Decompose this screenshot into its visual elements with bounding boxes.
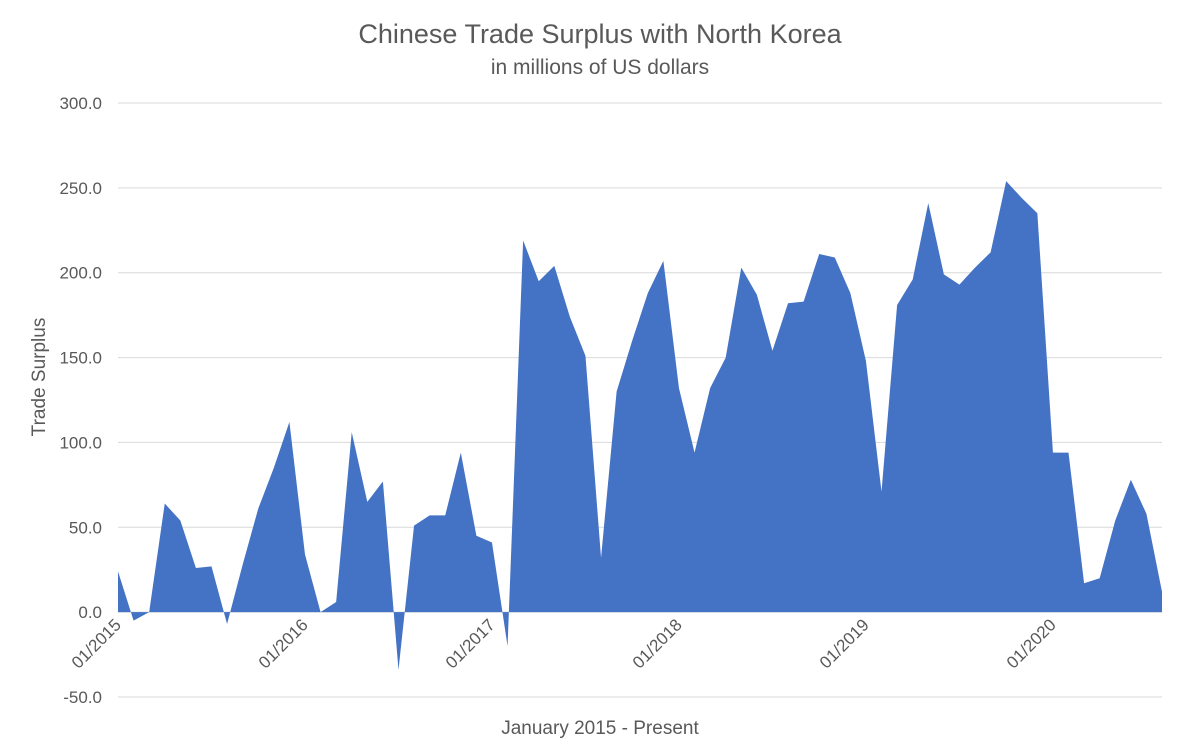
x-axis-label: January 2015 - Present: [501, 718, 699, 739]
x-tick-label: 01/2018: [629, 615, 686, 672]
y-tick-label: 300.0: [59, 94, 102, 113]
chart-subtitle: in millions of US dollars: [491, 56, 709, 79]
x-tick-label: 01/2016: [255, 615, 312, 672]
y-tick-label: 100.0: [59, 433, 102, 452]
x-tick-label: 01/2017: [442, 615, 499, 672]
y-tick-label: 200.0: [59, 264, 102, 283]
y-axis-ticks: -50.0 0.0 50.0 100.0 150.0 200.0 250.0 300.0: [59, 94, 102, 707]
y-tick-label: 150.0: [59, 349, 102, 368]
y-tick-label: 50.0: [69, 518, 102, 537]
trade-surplus-area: [118, 181, 1162, 670]
y-tick-label: 0.0: [78, 603, 102, 622]
y-tick-label: -50.0: [63, 688, 102, 707]
x-tick-label: 01/2019: [816, 615, 873, 672]
x-axis-ticks: 01/2015 01/2016 01/2017 01/2018 01/2019 01/20…: [68, 615, 1060, 672]
x-tick-label: 01/2020: [1003, 615, 1060, 672]
x-tick-label: 01/2015: [68, 615, 125, 672]
y-tick-label: 250.0: [59, 179, 102, 198]
y-axis-label: Trade Surplus: [29, 318, 50, 437]
chart-title: Chinese Trade Surplus with North Korea: [358, 19, 842, 49]
